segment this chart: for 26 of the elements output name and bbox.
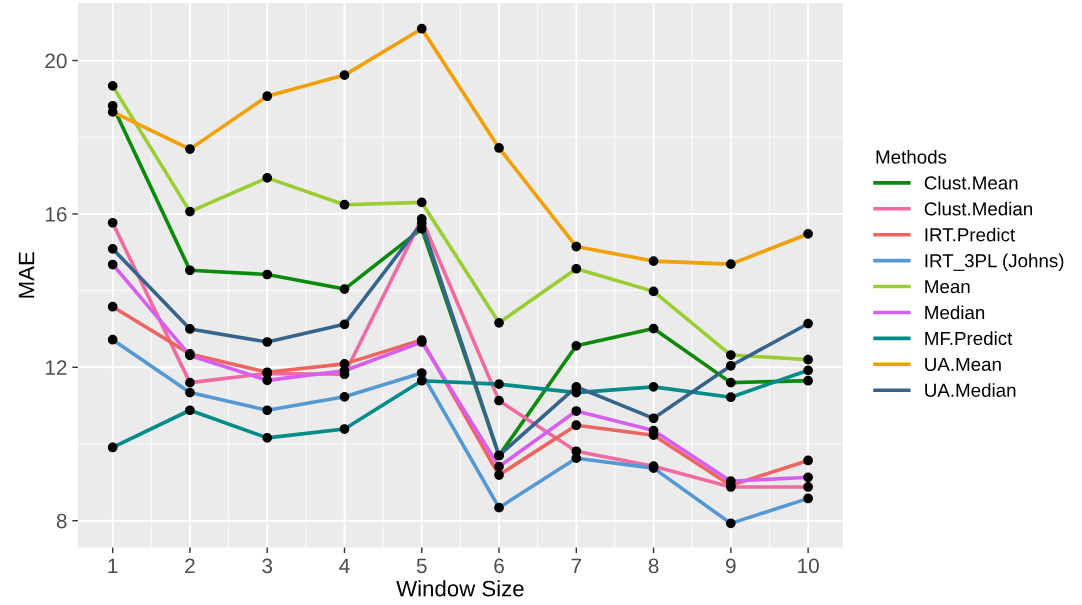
x-tick-label: 10 bbox=[798, 558, 819, 574]
y-tick-label: 8 bbox=[56, 513, 67, 529]
x-tick-label: 4 bbox=[339, 558, 350, 574]
legend-label: MF.Predict bbox=[925, 331, 1013, 346]
x-tick-label: 8 bbox=[648, 558, 659, 574]
x-tick-label: 3 bbox=[262, 558, 273, 574]
x-tick-label: 2 bbox=[185, 558, 195, 574]
x-axis-title: Window Size bbox=[396, 580, 524, 597]
x-tick-label: 7 bbox=[571, 558, 582, 574]
y-tick-label: 20 bbox=[45, 53, 67, 69]
x-tick-label: 5 bbox=[416, 558, 427, 574]
y-axis-title: MAE bbox=[18, 252, 35, 298]
legend-label: IRT.Predict bbox=[925, 227, 1016, 242]
legend-label: IRT_3PL (Johns) bbox=[925, 253, 1064, 272]
y-tick-label: 16 bbox=[45, 206, 67, 222]
x-tick-label: 9 bbox=[726, 558, 736, 574]
y-tick-label: 12 bbox=[45, 360, 67, 375]
legend-label: UA.Median bbox=[925, 383, 1016, 397]
legend-label: Mean bbox=[925, 280, 970, 294]
legend-title: Methods bbox=[876, 149, 947, 164]
x-tick-label: 1 bbox=[108, 558, 118, 574]
legend-label: Clust.Median bbox=[924, 201, 1033, 216]
x-tick-label: 6 bbox=[494, 558, 504, 574]
legend-label: UA.Mean bbox=[925, 357, 1001, 372]
legend-label: Median bbox=[925, 305, 985, 320]
legend-label: Clust.Mean bbox=[924, 175, 1018, 190]
